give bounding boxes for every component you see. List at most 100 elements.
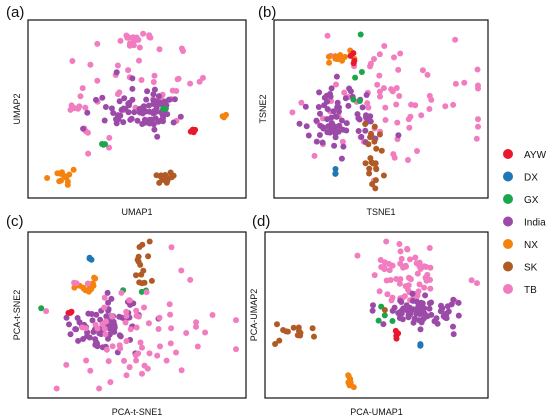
point-tb [127, 40, 133, 47]
point-tb [367, 63, 373, 70]
scatter-panel-4: (d) PCA-UMAP1 PCA-UMAP2 [249, 213, 489, 417]
point-tb [426, 106, 433, 112]
point-tb [187, 276, 194, 283]
point-tb [116, 89, 123, 96]
point-tb [106, 134, 113, 141]
point-india [396, 315, 403, 321]
x-axis-label: TSNE1 [366, 207, 395, 217]
point-sk [367, 134, 374, 141]
point-tb [133, 357, 140, 364]
point-india [171, 96, 178, 103]
point-india [450, 331, 457, 338]
point-ayw [67, 309, 74, 316]
point-sk [371, 138, 378, 145]
point-tb [416, 259, 423, 266]
point-tb [474, 66, 481, 73]
point-tb [138, 77, 145, 83]
point-tb [419, 67, 426, 74]
point-sk [167, 169, 174, 176]
point-tb [376, 51, 383, 58]
panel-label: (c) [6, 213, 24, 230]
point-tb [63, 361, 70, 368]
point-tb [145, 320, 152, 327]
point-india [161, 98, 168, 105]
plot-frame [273, 19, 489, 199]
point-india [419, 300, 426, 307]
point-india [151, 86, 158, 93]
point-tb [408, 101, 415, 108]
point-india [88, 311, 95, 317]
point-india [144, 88, 151, 95]
point-india [455, 299, 462, 306]
point-tb [71, 105, 78, 112]
point-tb [406, 124, 413, 131]
point-india [155, 118, 162, 125]
point-tb [473, 135, 480, 142]
point-india [355, 115, 362, 122]
panels: (a) UMAP1 UMAP2 (b) TSNE1 TSNE2 (c) PCA-t-SNE1 P… [6, 4, 489, 417]
point-tb [377, 257, 384, 263]
point-tb [196, 78, 203, 85]
point-india [336, 123, 343, 129]
point-tb [101, 294, 108, 301]
point-tb [121, 357, 127, 364]
point-india [417, 311, 424, 317]
point-tb [371, 272, 378, 279]
point-sk [362, 160, 369, 167]
point-tb [383, 277, 390, 284]
point-india [152, 109, 159, 115]
point-sk [133, 272, 139, 279]
point-india [120, 119, 127, 126]
point-tb [424, 71, 431, 78]
point-sk [139, 241, 146, 248]
point-india [106, 331, 113, 338]
point-tb [116, 342, 123, 349]
point-india [417, 326, 424, 333]
legend-item-india: India [503, 216, 546, 229]
point-sk [295, 324, 302, 331]
point-tb [396, 241, 403, 247]
point-india [105, 299, 112, 306]
point-tb [383, 238, 390, 245]
point-india [370, 302, 376, 309]
point-india [141, 116, 148, 123]
point-tb [386, 267, 393, 274]
point-india [129, 75, 136, 82]
point-tb [168, 325, 175, 332]
point-india [426, 305, 433, 312]
point-tb [396, 93, 403, 99]
point-tb [53, 385, 60, 392]
point-tb [178, 267, 185, 274]
point-india [338, 117, 345, 124]
point-tb [82, 104, 89, 111]
point-india [317, 122, 324, 129]
point-tb [395, 66, 402, 73]
point-tb [341, 89, 348, 96]
point-india [358, 133, 365, 140]
point-tb [156, 314, 163, 321]
point-tb [187, 80, 194, 87]
scatter-panel-2: (b) TSNE1 TSNE2 [258, 4, 489, 217]
point-india [450, 296, 457, 303]
point-sk [373, 145, 380, 152]
point-india [303, 123, 310, 130]
point-sk [372, 185, 379, 192]
point-india [66, 321, 72, 328]
point-nx [59, 169, 65, 176]
legend-label: GX [524, 195, 539, 206]
point-tb [233, 317, 239, 324]
point-tb [163, 357, 170, 364]
point-tb [397, 50, 404, 57]
point-tb [289, 109, 296, 116]
point-india [104, 289, 111, 296]
point-dx [417, 342, 424, 349]
point-india [319, 139, 326, 146]
point-india [422, 292, 429, 299]
legend-item-dx: DX [503, 171, 538, 184]
point-tb [376, 88, 383, 95]
point-india [355, 128, 362, 134]
point-sk [297, 329, 304, 336]
point-india [103, 313, 110, 320]
data-points [272, 238, 480, 391]
